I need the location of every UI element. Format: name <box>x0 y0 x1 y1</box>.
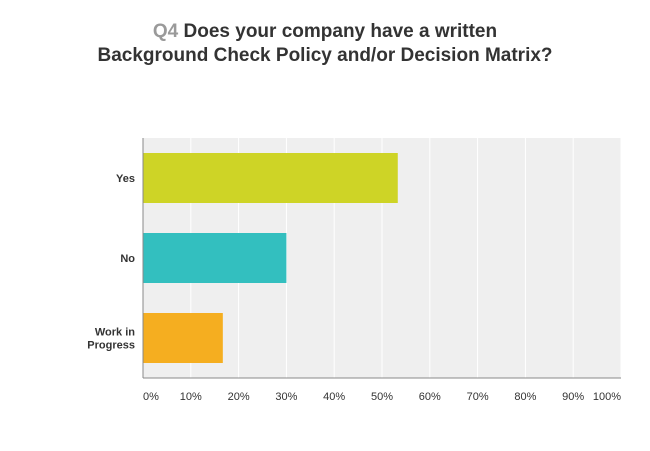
bar-yes <box>143 153 398 203</box>
x-tick-label: 20% <box>228 391 250 403</box>
x-tick-label: 40% <box>323 391 345 403</box>
question-number: Q4 <box>152 21 179 42</box>
x-tick-label: 30% <box>275 391 297 403</box>
category-label: Work in Progress <box>87 327 135 352</box>
question-text: Does your company have a written Backgro… <box>97 21 553 66</box>
x-tick-label: 100% <box>593 391 621 403</box>
x-tick-label: 90% <box>562 391 584 403</box>
category-label: Yes <box>116 173 135 185</box>
x-tick-label: 70% <box>467 391 489 403</box>
bar-no <box>143 233 287 283</box>
x-tick-label: 0% <box>143 391 159 403</box>
bar-work-in-progress <box>143 313 223 363</box>
x-tick-label: 10% <box>180 391 202 403</box>
x-tick-label: 50% <box>371 391 393 403</box>
chart-title: Q4 Does your company have a written Back… <box>95 20 555 68</box>
x-tick-label: 80% <box>514 391 536 403</box>
category-label: No <box>120 253 135 265</box>
x-tick-label: 60% <box>419 391 441 403</box>
